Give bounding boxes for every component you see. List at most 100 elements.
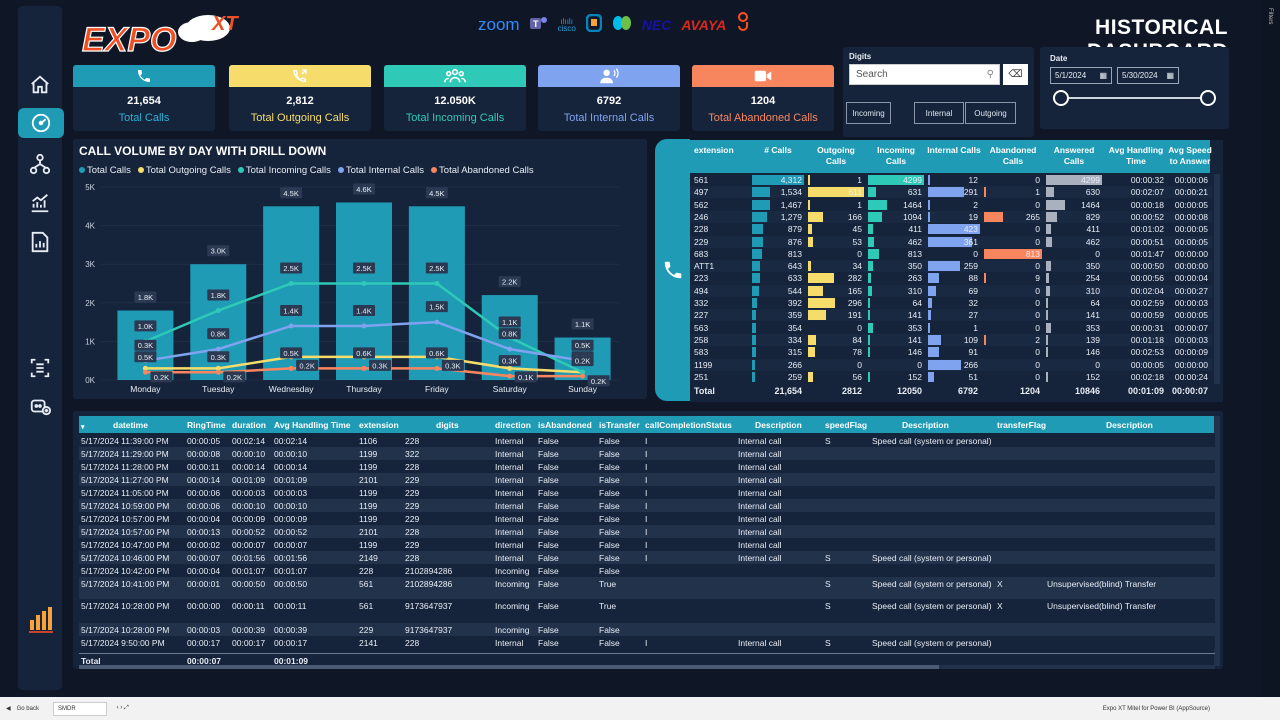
vertical-scrollbar[interactable]	[1214, 416, 1220, 666]
table-row[interactable]: 5/17/2024 10:59:00 PM 00:00:06 00:00:10 00:…	[79, 499, 1215, 512]
table-row[interactable]: 561 4,312 1 4299 12 0 4299 00:00:32 00:00:06	[690, 174, 1212, 186]
table-row[interactable]: 229 876 53 462 361 0 462 00:00:51 00:00:05	[690, 235, 1212, 248]
incoming-filter-button[interactable]: Incoming	[846, 102, 891, 124]
table-row[interactable]: 1199 266 0 0 266 0 0 00:00:05 00:00:00	[690, 358, 1212, 371]
table-row[interactable]: 583 315 78 146 91 0 146 00:02:53 00:00:09	[690, 346, 1212, 359]
org-chart-icon[interactable]	[18, 149, 62, 179]
column-header[interactable]: Answered Calls	[1053, 145, 1095, 166]
sort-desc-icon[interactable]: ▾	[81, 424, 85, 431]
dashboard-gauge-icon[interactable]	[18, 108, 64, 138]
table-row[interactable]: 228 879 45 411 423 0 411 00:01:02 00:00:05	[690, 223, 1212, 236]
table-row[interactable]: 223 633 282 263 88 9 254 00:00:56 00:00:04	[690, 272, 1212, 285]
home-icon[interactable]	[18, 70, 62, 100]
table-row[interactable]: 5/17/2024 11:29:00 PM 00:00:08 00:00:10 00:…	[79, 447, 1215, 460]
table-row[interactable]: ATT1 643 34 350 259 0 350 00:00:50 00:00:00	[690, 260, 1212, 273]
nav-arrows-icon[interactable]: ‹ › ⤢	[116, 705, 129, 711]
call-volume-chart[interactable]: 0K 1K 2K 3K 4K 5K 1.8K Monday 3.0K Tuesday 4.5K Wed…	[73, 139, 647, 399]
column-header[interactable]: Description	[902, 420, 949, 430]
table-row[interactable]: 227 359 191 141 27 0 141 00:00:59 00:00:05	[690, 309, 1212, 322]
table-row[interactable]: 562 1,467 1 1464 2 0 1464 00:00:18 00:00:05	[690, 198, 1212, 211]
column-header[interactable]: callCompletionStatus	[645, 420, 732, 430]
kpi-total-calls[interactable]: 21,654 Total Calls	[73, 65, 215, 131]
column-header[interactable]: Description	[1106, 420, 1153, 430]
avaya-logo: AVAYA	[681, 17, 727, 33]
table-row[interactable]: 251 259 56 152 51 0 152 00:02:18 00:00:24	[690, 370, 1212, 383]
table-row[interactable]: 332 392 296 64 32 0 64 00:02:59 00:00:03	[690, 297, 1212, 309]
column-header[interactable]: datetime	[113, 420, 148, 430]
table-row[interactable]: 5/17/2024 10:28:00 PM 00:00:03 00:00:39 00:…	[79, 623, 1215, 636]
data-label-bg	[280, 347, 303, 359]
add-bot-icon[interactable]	[18, 391, 62, 421]
table-row[interactable]: 5/17/2024 10:28:00 PM 00:00:00 00:00:11 00:…	[79, 599, 1215, 623]
column-header[interactable]: isAbandoned	[538, 420, 592, 430]
legend-item[interactable]: Total Calls	[79, 165, 131, 176]
table-row[interactable]: 5/17/2024 10:57:00 PM 00:00:04 00:00:09 00:…	[79, 512, 1215, 525]
data-label: 4.6K	[356, 185, 371, 194]
table-row[interactable]: 246 1,279 166 1094 19 265 829 00:00:52 00:00:08	[690, 210, 1212, 223]
kpi-incoming-calls[interactable]: 12.050K Total Incoming Calls	[384, 65, 526, 131]
end-date-input[interactable]: 5/30/2024 ▦	[1117, 67, 1179, 84]
column-header[interactable]: Avg Handling Time	[274, 420, 351, 430]
column-header[interactable]: Outgoing Calls	[817, 145, 855, 166]
column-header[interactable]: Avg Handling Time	[1108, 145, 1164, 166]
column-header[interactable]: Abandoned Calls	[989, 145, 1037, 166]
table-row[interactable]: 683 813 0 813 0 813 0 00:01:47 00:00:00	[690, 247, 1212, 260]
back-icon[interactable]: ◀	[6, 706, 11, 712]
table-row[interactable]: 5/17/2024 10:42:00 PM 00:00:04 00:01:07 00:…	[79, 564, 1215, 577]
column-header[interactable]: Incoming Calls	[877, 145, 915, 166]
column-header[interactable]: extension	[359, 420, 399, 430]
eraser-icon[interactable]: ⌫	[1003, 64, 1028, 85]
kpi-internal-calls[interactable]: 6792 Total Internal Calls	[538, 65, 680, 131]
column-header[interactable]: transferFlag	[997, 420, 1047, 430]
date-slider-start-handle[interactable]	[1053, 90, 1069, 106]
call-detail-table[interactable]: datetime RingTime duration Avg Handling Tim…	[73, 411, 1223, 669]
table-row[interactable]: 5/17/2024 10:46:00 PM 00:00:07 00:01:56 00:…	[79, 551, 1215, 564]
table-row[interactable]: 497 1,534 611 631 291 1 630 00:02:07 00:00:21	[690, 186, 1212, 199]
extension-table[interactable]: extension # Calls Outgoing Calls Incoming C…	[690, 140, 1223, 402]
legend-item[interactable]: Total Outgoing Calls	[137, 165, 231, 176]
column-header[interactable]: speedFlag	[825, 420, 868, 430]
legend-item[interactable]: Total Incoming Calls	[237, 165, 331, 176]
table-row[interactable]: 494 544 165 310 69 0 310 00:02:04 00:00:27	[690, 284, 1212, 297]
kpi-abandoned-calls[interactable]: 1204 Total Abandoned Calls	[692, 65, 834, 131]
outgoing-filter-button[interactable]: Outgoing	[965, 102, 1016, 124]
trend-chart-icon[interactable]	[18, 188, 62, 218]
table-cell: 228	[405, 638, 420, 648]
date-slider-end-handle[interactable]	[1200, 90, 1216, 106]
table-row[interactable]: 5/17/2024 11:05:00 PM 00:00:06 00:00:03 00:…	[79, 486, 1215, 499]
table-row[interactable]: 5/17/2024 10:47:00 PM 00:00:02 00:00:07 00:…	[79, 538, 1215, 551]
search-input[interactable]: Search ⚲	[849, 64, 1000, 85]
column-header[interactable]: duration	[232, 420, 266, 430]
column-header[interactable]: Description	[755, 420, 802, 430]
filters-pane-collapsed[interactable]: Filters	[1262, 0, 1280, 697]
column-header[interactable]: direction	[495, 420, 531, 430]
legend-item[interactable]: Total Internal Calls	[337, 165, 424, 176]
report-icon[interactable]	[18, 227, 62, 257]
table-row[interactable]: 5/17/2024 11:27:00 PM 00:00:14 00:01:09 00:…	[79, 473, 1215, 486]
vertical-scrollbar[interactable]	[1214, 174, 1220, 384]
column-header[interactable]: RingTime	[187, 420, 226, 430]
column-header[interactable]: Internal Calls	[927, 145, 981, 155]
internal-filter-button[interactable]: Internal	[914, 102, 964, 124]
column-header[interactable]: extension	[694, 145, 734, 155]
table-row[interactable]: 5/17/2024 11:39:00 PM 00:00:05 00:02:14 00:…	[79, 434, 1215, 447]
horizontal-scrollbar[interactable]	[79, 665, 1215, 669]
table-view-icon[interactable]	[18, 353, 62, 383]
column-header[interactable]: digits	[436, 420, 459, 430]
kpi-outgoing-calls[interactable]: 2,812 Total Outgoing Calls	[229, 65, 371, 131]
start-date-input[interactable]: 5/1/2024 ▦	[1050, 67, 1112, 84]
table-row[interactable]: 5/17/2024 11:28:00 PM 00:00:11 00:00:14 00:…	[79, 460, 1215, 473]
go-back-button[interactable]: Go back	[16, 705, 39, 712]
column-header[interactable]: # Calls	[764, 145, 792, 155]
table-cell: 00:00:10	[232, 501, 266, 511]
column-header[interactable]: Avg Speed to Answer	[1168, 145, 1212, 166]
date-slider-track[interactable]	[1060, 97, 1208, 99]
column-header[interactable]: isTransfer	[599, 420, 640, 430]
page-selector[interactable]: SMDR	[52, 701, 107, 716]
table-row[interactable]: 5/17/2024 10:41:00 PM 00:00:01 00:00:50 00:…	[79, 577, 1215, 599]
table-row[interactable]: 258 334 84 141 109 2 139 00:01:18 00:00:03	[690, 333, 1212, 346]
table-row[interactable]: 5/17/2024 10:57:00 PM 00:00:13 00:00:52 00:…	[79, 525, 1215, 538]
table-row[interactable]: 5/17/2024 9:50:00 PM 00:00:17 00:00:17 00:0…	[79, 636, 1215, 649]
table-row[interactable]: 563 354 0 353 1 0 353 00:00:31 00:00:07	[690, 321, 1212, 334]
legend-item[interactable]: Total Abandoned Calls	[431, 165, 534, 176]
